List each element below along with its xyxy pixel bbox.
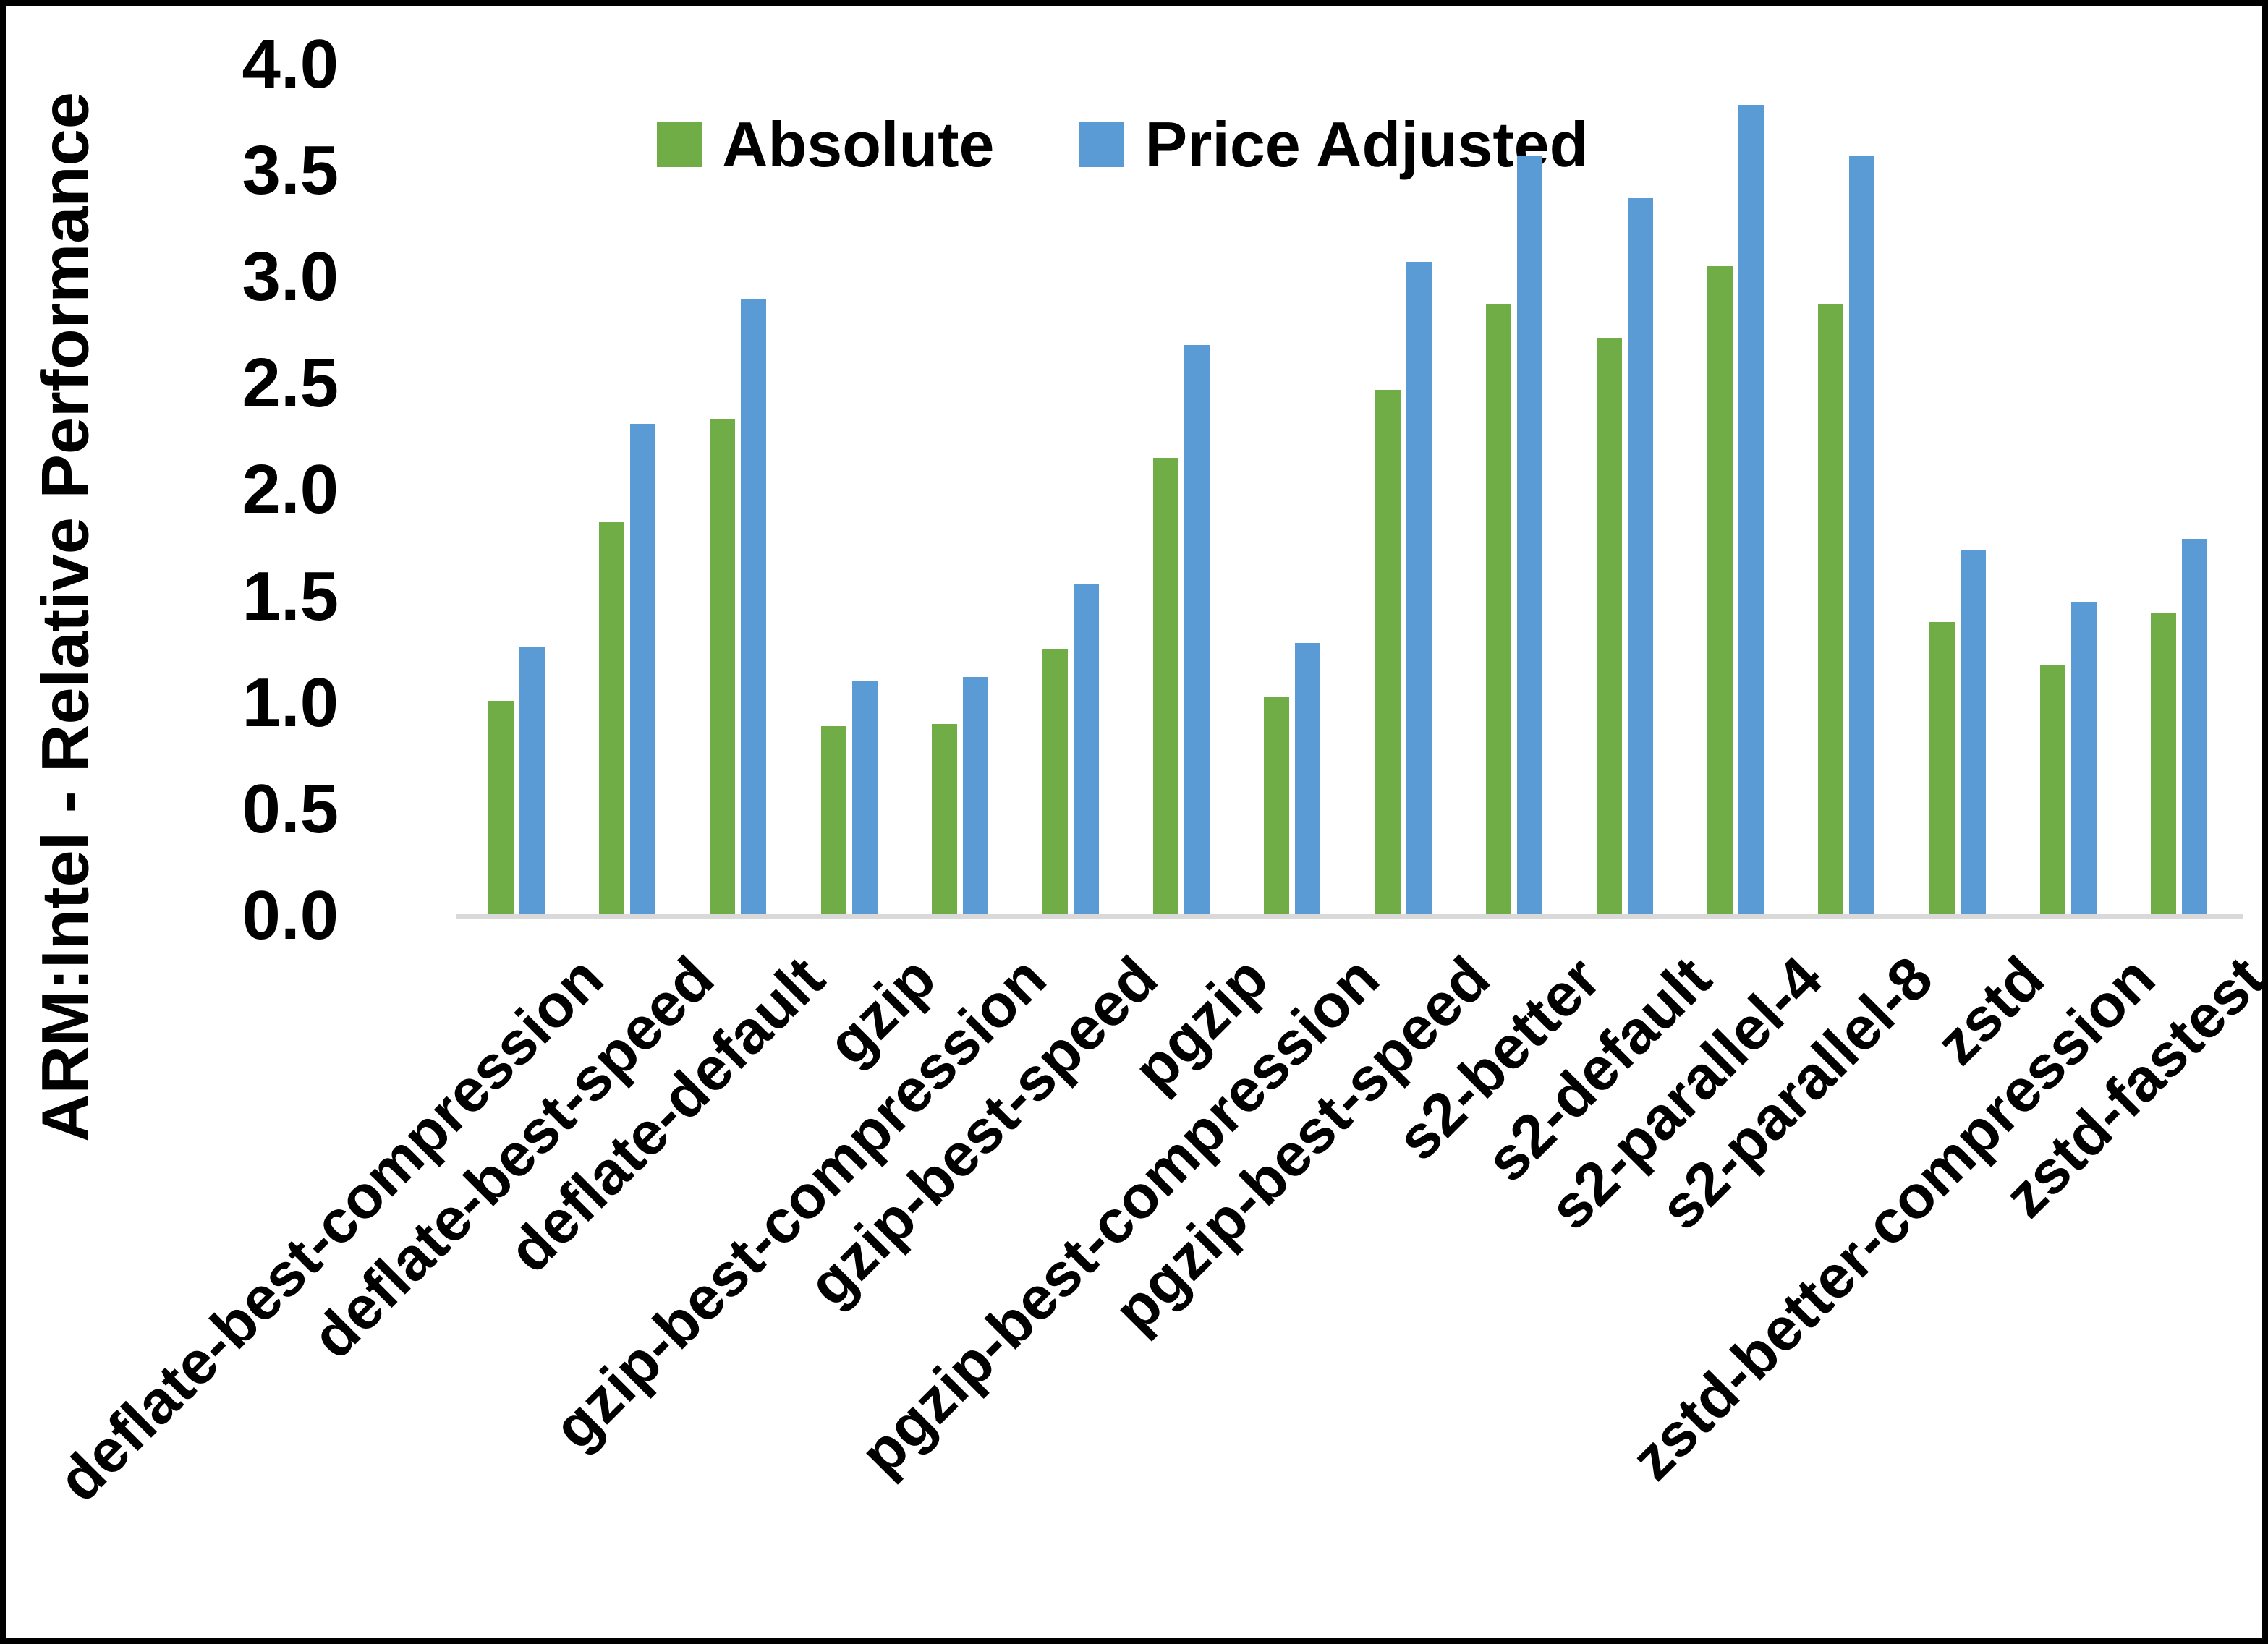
bar-price-adjusted: [1074, 584, 1099, 916]
bar-price-adjusted: [2071, 602, 2097, 916]
bar-price-adjusted: [1738, 105, 1764, 916]
bar-absolute: [488, 701, 514, 916]
legend-swatch-absolute-icon: [657, 122, 702, 167]
bar-absolute: [1153, 458, 1178, 916]
bar-absolute: [1486, 304, 1511, 916]
bar-price-adjusted: [1628, 198, 1653, 916]
x-axis-line: [456, 914, 2243, 919]
y-tick-label: 1.0: [242, 663, 339, 741]
bar-absolute: [2040, 665, 2065, 916]
y-tick-label: 0.5: [242, 770, 339, 848]
bar-absolute: [1375, 390, 1401, 916]
bar-price-adjusted: [852, 681, 878, 916]
bar-price-adjusted: [1184, 345, 1210, 916]
legend-item-absolute: Absolute: [657, 113, 994, 176]
legend-label-price-adjusted: Price Adjusted: [1144, 108, 1589, 180]
bar-absolute: [1707, 266, 1733, 916]
y-tick-label: 2.5: [242, 344, 339, 422]
bar-absolute: [2151, 613, 2176, 916]
y-tick-label: 3.5: [242, 131, 339, 209]
bar-price-adjusted: [519, 647, 545, 916]
y-axis-title: ARM:Intel - Relative Performance: [28, 92, 103, 1142]
bar-price-adjusted: [1849, 156, 1874, 916]
bar-absolute: [1929, 622, 1955, 916]
bar-price-adjusted: [2182, 539, 2207, 916]
bar-absolute: [599, 522, 624, 916]
y-tick-label: 0.0: [242, 877, 339, 954]
bar-price-adjusted: [1406, 262, 1432, 916]
legend-swatch-price-adjusted-icon: [1079, 122, 1125, 167]
bar-price-adjusted: [1517, 156, 1542, 916]
legend-item-price-adjusted: Price Adjusted: [1079, 113, 1588, 176]
bar-absolute: [821, 726, 846, 916]
bar-price-adjusted: [1961, 550, 1986, 916]
bar-absolute: [710, 419, 735, 916]
bar-absolute: [1818, 304, 1843, 916]
bar-price-adjusted: [630, 424, 655, 916]
bar-absolute: [1264, 697, 1289, 916]
chart-legend: Absolute Price Adjusted: [657, 113, 1588, 176]
bar-absolute: [1042, 649, 1068, 916]
bar-absolute: [1597, 338, 1622, 916]
y-tick-label: 2.0: [242, 451, 339, 529]
y-tick-label: 1.5: [242, 557, 339, 635]
legend-label-absolute: Absolute: [722, 108, 995, 180]
bar-price-adjusted: [963, 677, 988, 916]
bar-price-adjusted: [1295, 643, 1320, 916]
y-tick-label: 3.0: [242, 238, 339, 316]
bar-price-adjusted: [741, 299, 766, 916]
y-tick-label: 4.0: [242, 25, 339, 103]
bar-absolute: [932, 724, 957, 916]
